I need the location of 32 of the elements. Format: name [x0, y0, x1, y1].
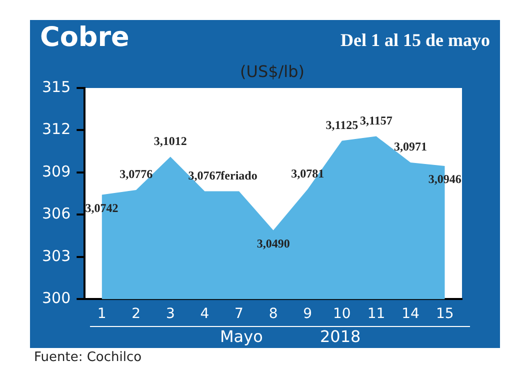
chart-subtitle: Del 1 al 15 de mayo	[340, 30, 490, 51]
x-tick-label: 8	[268, 306, 278, 322]
x-tick-label: 3	[166, 306, 175, 322]
x-tick-label: 10	[333, 306, 351, 322]
x-tick-label: 15	[436, 306, 454, 322]
x-tick-label: 7	[234, 306, 244, 322]
data-label: 3,1125	[326, 118, 358, 132]
data-label: feriado	[220, 168, 258, 182]
y-tick-label: 312	[42, 120, 71, 138]
source-note: Fuente: Cochilco	[34, 350, 142, 365]
y-tick-label: 315	[42, 78, 71, 96]
chart-title: Cobre	[40, 22, 130, 53]
y-tick-label: 309	[42, 162, 71, 180]
x-tick-label: 4	[200, 306, 210, 322]
data-label: 3,0971	[394, 140, 428, 154]
x-tick-label: 14	[402, 306, 420, 322]
data-label: 3,1157	[360, 113, 392, 128]
data-label: 3,0490	[256, 236, 290, 250]
x-tick-label: 1	[97, 306, 106, 322]
x-tick-label: 2	[132, 306, 141, 322]
x-tick-label: 11	[367, 306, 386, 322]
y-tick-label: 300	[42, 289, 71, 308]
data-label: 3,1012	[154, 134, 187, 148]
y-tick-label: 306	[42, 204, 71, 223]
x-tick-label: 9	[303, 306, 312, 322]
data-label: 3,0776	[120, 167, 153, 182]
data-label: 3,0767	[188, 168, 222, 182]
y-tick-label: 303	[42, 246, 71, 265]
y-axis-title: (US$/lb)	[240, 62, 305, 81]
text: 2018	[320, 327, 361, 346]
data-label: 3,0946	[428, 172, 462, 186]
x-axis-title: Mayo	[220, 327, 263, 346]
